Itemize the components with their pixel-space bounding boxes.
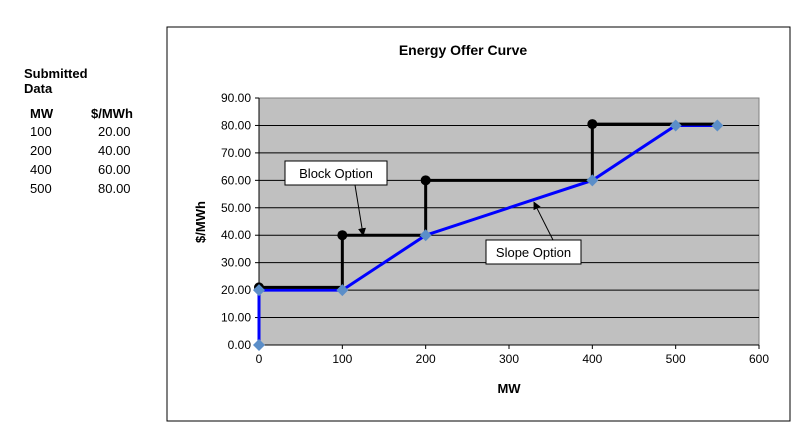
block-option-label: Block Option <box>299 166 373 181</box>
row-mw: 500 <box>30 181 52 196</box>
y-tick-label: 10.00 <box>221 311 251 325</box>
block-marker <box>337 230 348 241</box>
x-tick-label: 400 <box>582 352 602 366</box>
y-tick-label: 0.00 <box>228 338 252 352</box>
slope-marker <box>586 174 599 187</box>
slope-marker <box>253 339 265 351</box>
row-mw: 100 <box>30 124 52 139</box>
y-axis-label: $/MWh <box>193 201 208 243</box>
y-tick-label: 90.00 <box>221 91 251 105</box>
slope-marker <box>336 284 349 297</box>
y-tick-label: 80.00 <box>221 118 251 132</box>
header-mw: MW <box>30 106 54 121</box>
block-marker <box>587 119 598 130</box>
header-price: $/MWh <box>91 106 133 121</box>
x-tick-label: 0 <box>256 352 263 366</box>
y-tick-label: 40.00 <box>221 228 251 242</box>
row-mw: 400 <box>30 162 52 177</box>
y-tick-label: 50.00 <box>221 201 251 215</box>
y-tick-label: 70.00 <box>221 146 251 160</box>
slope-option-label: Slope Option <box>496 245 571 260</box>
row-mw: 200 <box>30 143 52 158</box>
slope-marker <box>669 119 682 132</box>
y-tick-label: 30.00 <box>221 256 251 270</box>
chart-title: Energy Offer Curve <box>399 42 528 58</box>
row-price: 20.00 <box>98 124 131 139</box>
x-tick-label: 300 <box>499 352 519 366</box>
plot-area <box>258 97 760 346</box>
x-axis-label: MW <box>497 381 521 396</box>
annotation-arrow <box>354 184 366 237</box>
submitted-data-title: Submitted Data <box>24 66 88 96</box>
block-option-line <box>259 122 718 289</box>
slope-marker <box>711 119 724 132</box>
row-price: 80.00 <box>98 181 131 196</box>
slope-marker <box>419 229 432 242</box>
annotation-box <box>284 160 388 186</box>
annotation-box <box>485 239 582 265</box>
row-price: 60.00 <box>98 162 131 177</box>
x-tick-label: 100 <box>332 352 352 366</box>
x-tick-label: 200 <box>416 352 436 366</box>
y-tick-label: 60.00 <box>221 173 251 187</box>
block-marker <box>420 175 431 186</box>
row-price: 40.00 <box>98 143 131 158</box>
x-tick-label: 500 <box>666 352 686 366</box>
annotation-arrow <box>533 201 554 241</box>
x-tick-label: 600 <box>749 352 769 366</box>
y-tick-label: 20.00 <box>221 283 251 297</box>
slope-marker <box>253 284 265 297</box>
